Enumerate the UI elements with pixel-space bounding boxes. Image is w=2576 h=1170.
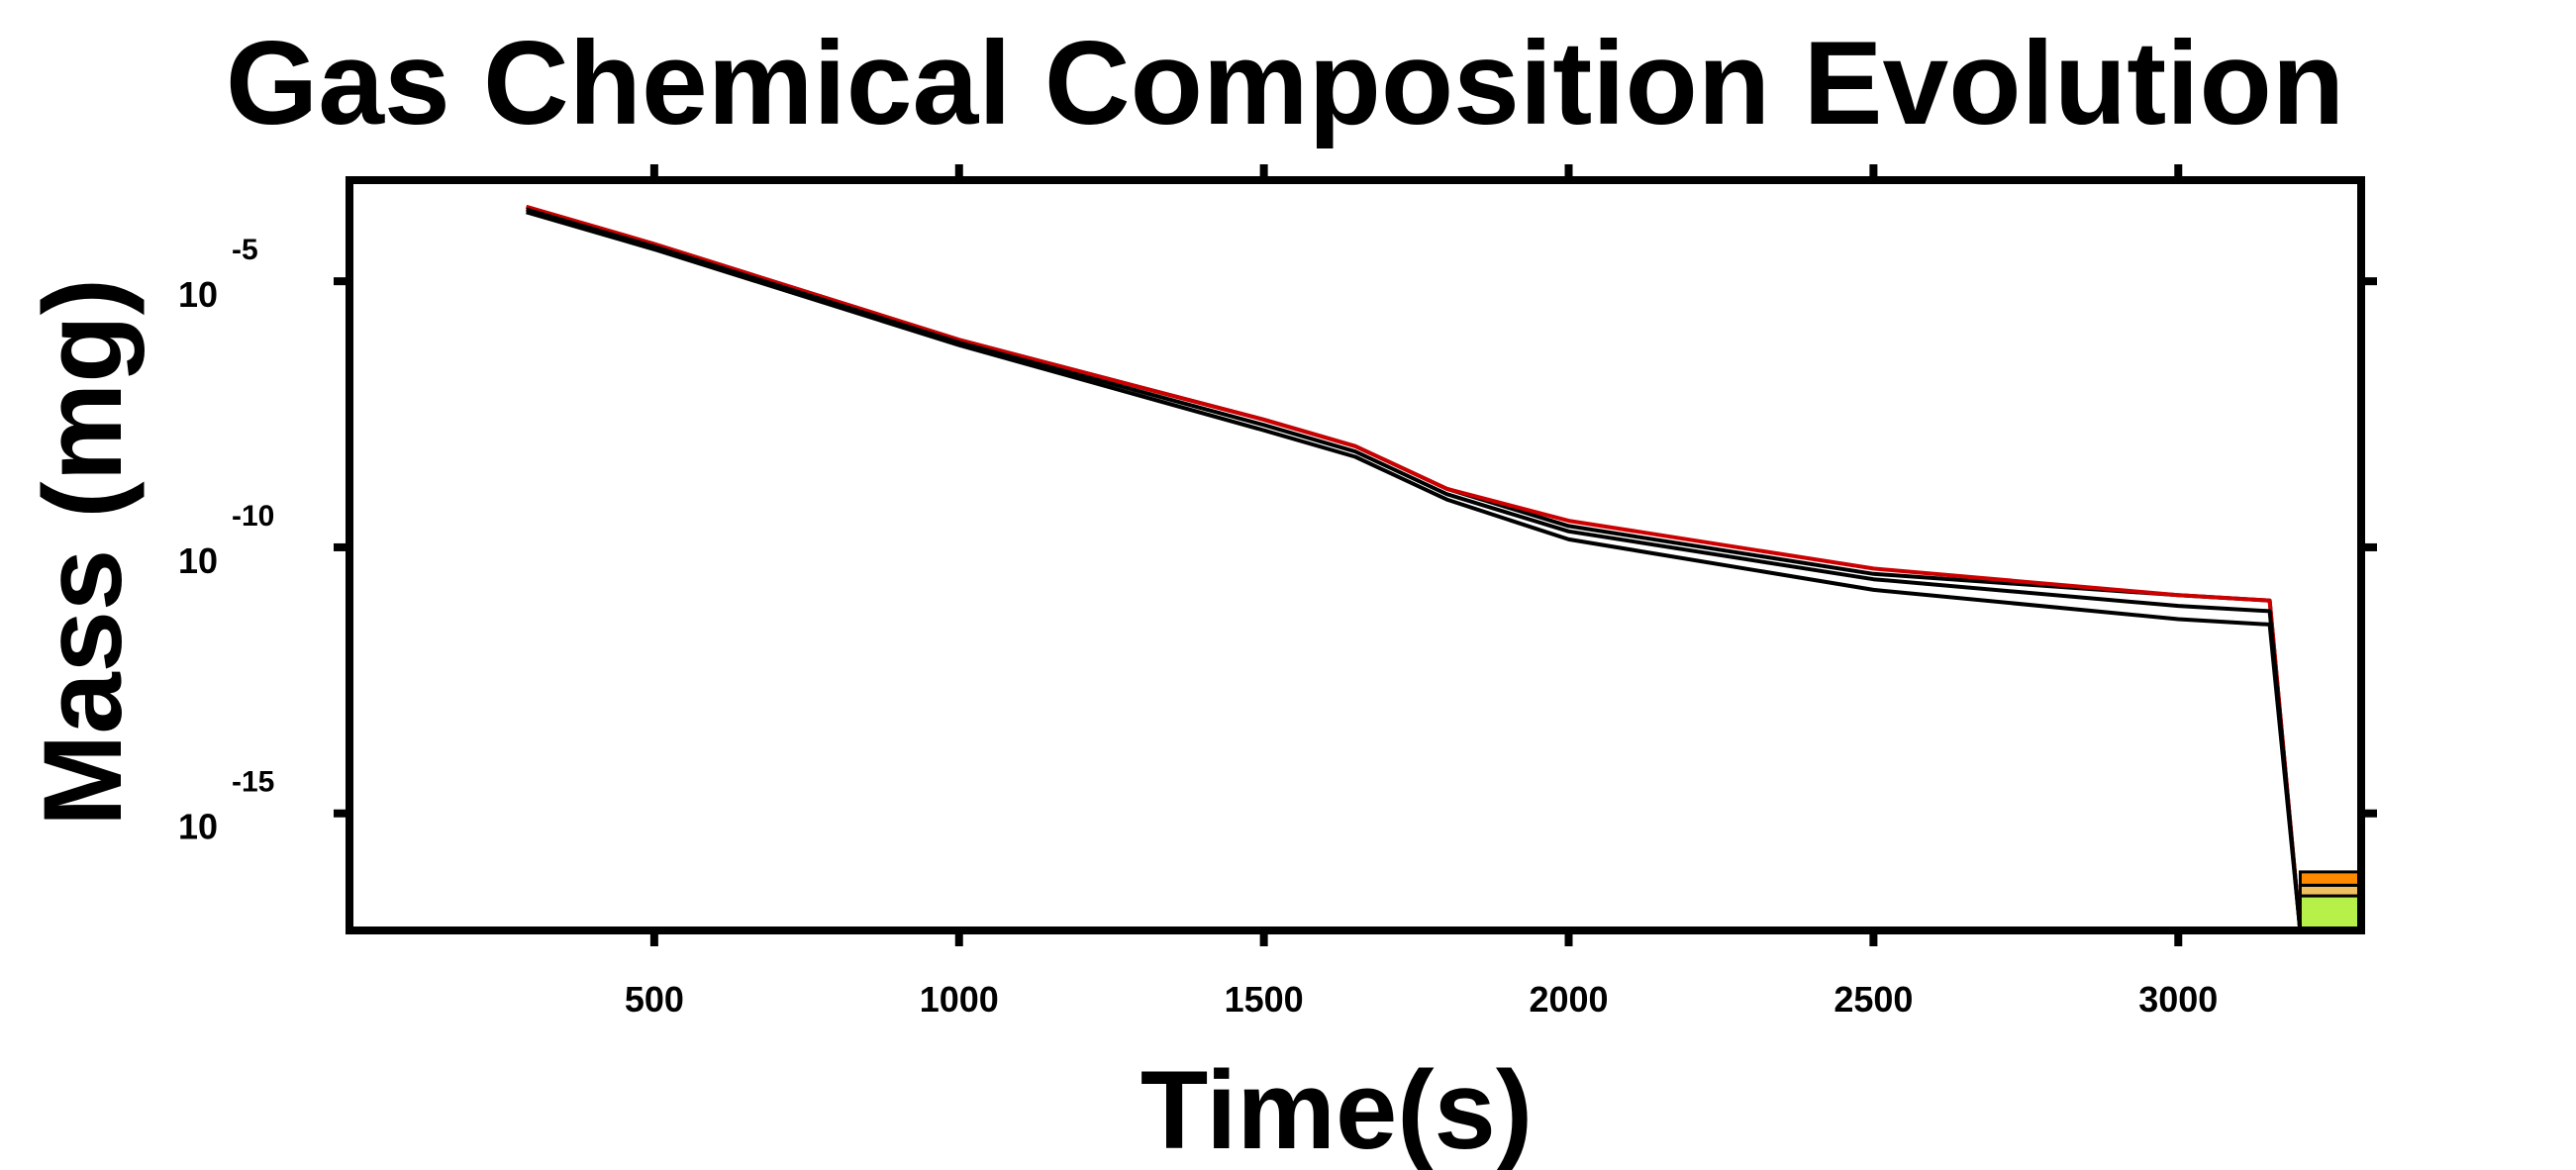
x-tick-label: 2500: [1833, 979, 1913, 1020]
series-line-0: [526, 204, 2303, 931]
y-tick-label-base: 10: [178, 274, 218, 315]
series-line-1: [526, 204, 2303, 931]
chart-title: Gas Chemical Composition Evolution: [226, 17, 2344, 149]
y-tick-label-base: 10: [178, 540, 218, 581]
plot-frame: [346, 176, 2365, 934]
y-tick-label-exponent: -15: [232, 766, 274, 799]
y-axis-title: Mass (mg): [21, 278, 145, 827]
y-tick-label-exponent: -5: [232, 234, 258, 266]
y-tick-label-base: 10: [178, 807, 218, 847]
end-band-1: [2298, 883, 2363, 898]
x-axis-title: Time(s): [1140, 1048, 1533, 1170]
end-band-2: [2298, 870, 2363, 887]
series-line-2: [526, 207, 2303, 931]
x-tick-label: 3000: [2138, 979, 2218, 1020]
end-band-0: [2298, 894, 2363, 932]
x-tick-label: 2000: [1529, 979, 1608, 1020]
x-tick-label: 1500: [1225, 979, 1304, 1020]
y-tick-label-exponent: -10: [232, 500, 274, 533]
plot-area: 500 1000 1500 2000 2500 3000 10 -5 10 -10 10 -15: [178, 164, 2377, 1020]
series-line-3: [526, 210, 2303, 931]
x-tick-label: 500: [625, 979, 684, 1020]
x-tick-label: 1000: [920, 979, 999, 1020]
